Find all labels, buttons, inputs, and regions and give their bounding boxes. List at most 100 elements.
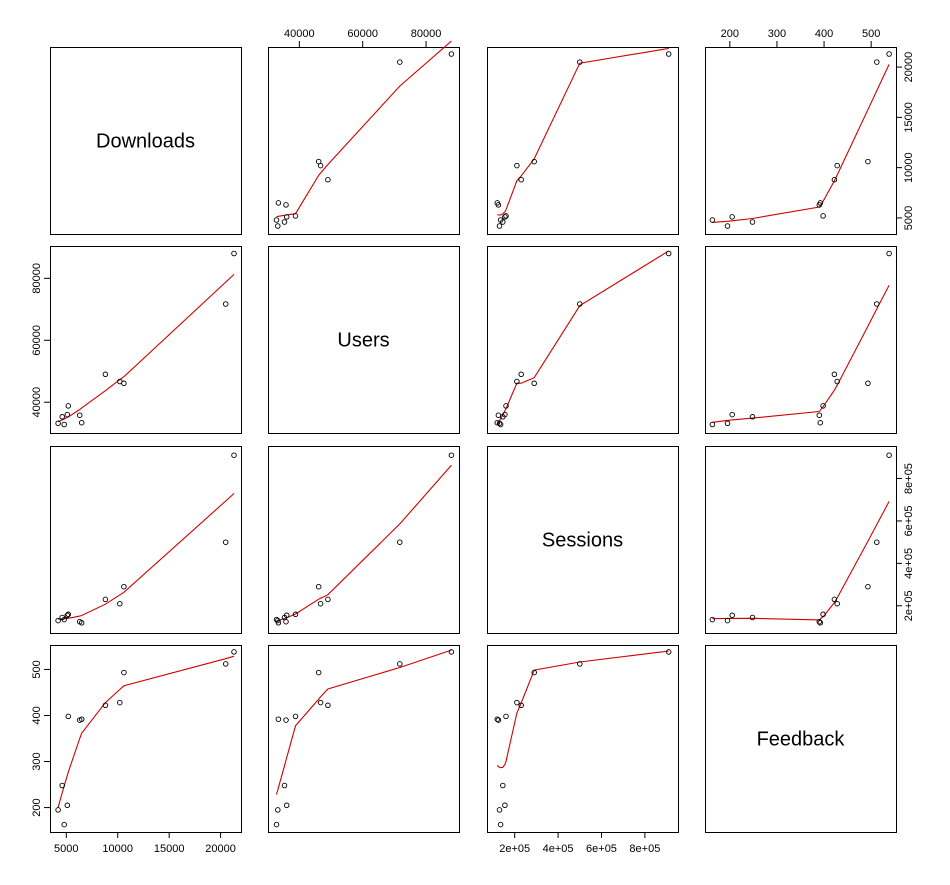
data-point bbox=[78, 716, 85, 722]
x-tick-label-downloads: 20000 bbox=[205, 843, 236, 855]
data-point bbox=[281, 782, 288, 789]
smoother-line-feedback-vs-downloads bbox=[57, 655, 235, 808]
data-point bbox=[816, 412, 823, 418]
data-point bbox=[816, 618, 823, 625]
y-tick-label-users: 80000 bbox=[31, 263, 43, 294]
y-tick-label-feedback: 300 bbox=[31, 752, 43, 770]
data-point bbox=[577, 661, 583, 667]
data-point bbox=[397, 661, 403, 667]
smoother-line-users-vs-sessions bbox=[496, 250, 669, 425]
variable-label-feedback: Feedback bbox=[757, 729, 846, 751]
data-point bbox=[64, 802, 71, 809]
y-tick-label-feedback: 400 bbox=[31, 706, 43, 724]
data-point bbox=[531, 380, 537, 387]
x-tick-label-sessions: 4e+05 bbox=[543, 843, 574, 855]
data-point bbox=[496, 807, 503, 813]
data-point bbox=[64, 411, 71, 418]
panel-downloads-label bbox=[50, 47, 242, 235]
data-point bbox=[817, 200, 824, 206]
data-point bbox=[448, 51, 455, 57]
x-tick-label-feedback: 400 bbox=[815, 28, 833, 40]
variable-label-downloads: Downloads bbox=[96, 131, 195, 153]
data-point bbox=[709, 616, 716, 623]
smoother-line-downloads-vs-sessions bbox=[497, 47, 669, 216]
data-point bbox=[724, 617, 731, 624]
smoother-line-sessions-vs-users bbox=[276, 464, 452, 622]
data-point bbox=[283, 717, 289, 723]
panel-users-vs-downloads bbox=[50, 246, 242, 434]
data-point bbox=[709, 421, 716, 428]
data-point bbox=[820, 213, 826, 219]
data-point bbox=[292, 713, 299, 720]
data-point bbox=[222, 661, 229, 667]
data-point bbox=[397, 539, 403, 545]
panel-feedback-label bbox=[705, 645, 897, 833]
y-tick-label-downloads: 20000 bbox=[903, 52, 915, 83]
data-point bbox=[61, 421, 67, 428]
data-point bbox=[275, 617, 281, 624]
panel-downloads-vs-sessions bbox=[487, 47, 679, 235]
x-tick-label-downloads: 5000 bbox=[54, 843, 78, 855]
panel-downloads-vs-users bbox=[268, 47, 460, 235]
data-point bbox=[502, 802, 508, 809]
data-point bbox=[729, 612, 735, 619]
x-tick-label-users: 60000 bbox=[347, 28, 378, 40]
data-point bbox=[497, 217, 504, 223]
data-point bbox=[865, 583, 871, 590]
data-point bbox=[514, 378, 520, 385]
data-point bbox=[503, 713, 509, 720]
data-point bbox=[315, 669, 322, 676]
data-point bbox=[222, 539, 229, 545]
x-tick-label-feedback: 300 bbox=[768, 28, 786, 40]
variable-label-users: Users bbox=[337, 330, 389, 352]
data-point bbox=[61, 821, 67, 828]
data-point bbox=[102, 596, 109, 603]
smoother-line-users-vs-downloads bbox=[57, 273, 235, 423]
data-point bbox=[65, 403, 72, 409]
data-point bbox=[65, 611, 72, 618]
y-tick-label-sessions: 4e+05 bbox=[903, 548, 915, 579]
data-point bbox=[121, 583, 127, 590]
data-point bbox=[59, 782, 65, 789]
y-tick-label-users: 40000 bbox=[31, 387, 43, 418]
data-point bbox=[496, 223, 503, 229]
data-point bbox=[231, 250, 237, 257]
data-point bbox=[831, 371, 838, 378]
panel-users-vs-sessions bbox=[487, 246, 679, 434]
data-point bbox=[102, 702, 109, 709]
data-point bbox=[495, 412, 502, 418]
data-point bbox=[448, 452, 455, 458]
data-point bbox=[231, 649, 237, 655]
data-point bbox=[749, 414, 756, 420]
y-tick-label-downloads: 15000 bbox=[903, 102, 915, 133]
data-point bbox=[496, 420, 503, 427]
x-tick-label-sessions: 6e+05 bbox=[586, 843, 617, 855]
data-point bbox=[886, 250, 892, 257]
data-point bbox=[531, 158, 537, 165]
data-point bbox=[121, 380, 127, 387]
data-point bbox=[76, 412, 83, 418]
panel-downloads-vs-feedback bbox=[705, 47, 897, 235]
data-point bbox=[531, 669, 537, 676]
data-point bbox=[729, 214, 735, 220]
data-point bbox=[502, 214, 508, 220]
data-point bbox=[817, 419, 824, 426]
data-point bbox=[292, 213, 299, 219]
y-tick-label-downloads: 5000 bbox=[903, 206, 915, 230]
data-point bbox=[514, 699, 520, 706]
data-point bbox=[325, 702, 331, 709]
data-point bbox=[665, 250, 672, 257]
smoother-line-downloads-vs-users bbox=[276, 40, 452, 218]
data-point bbox=[494, 716, 501, 722]
data-point bbox=[275, 807, 281, 813]
data-point bbox=[78, 419, 85, 426]
y-tick-label-sessions: 6e+05 bbox=[903, 505, 915, 536]
data-point bbox=[865, 158, 871, 165]
data-point bbox=[275, 716, 282, 722]
x-tick-label-feedback: 500 bbox=[862, 28, 880, 40]
data-point bbox=[325, 596, 331, 603]
y-tick-label-sessions: 2e+05 bbox=[903, 590, 915, 621]
panel-sessions-vs-feedback bbox=[705, 446, 897, 634]
x-tick-label-sessions: 2e+05 bbox=[499, 843, 530, 855]
